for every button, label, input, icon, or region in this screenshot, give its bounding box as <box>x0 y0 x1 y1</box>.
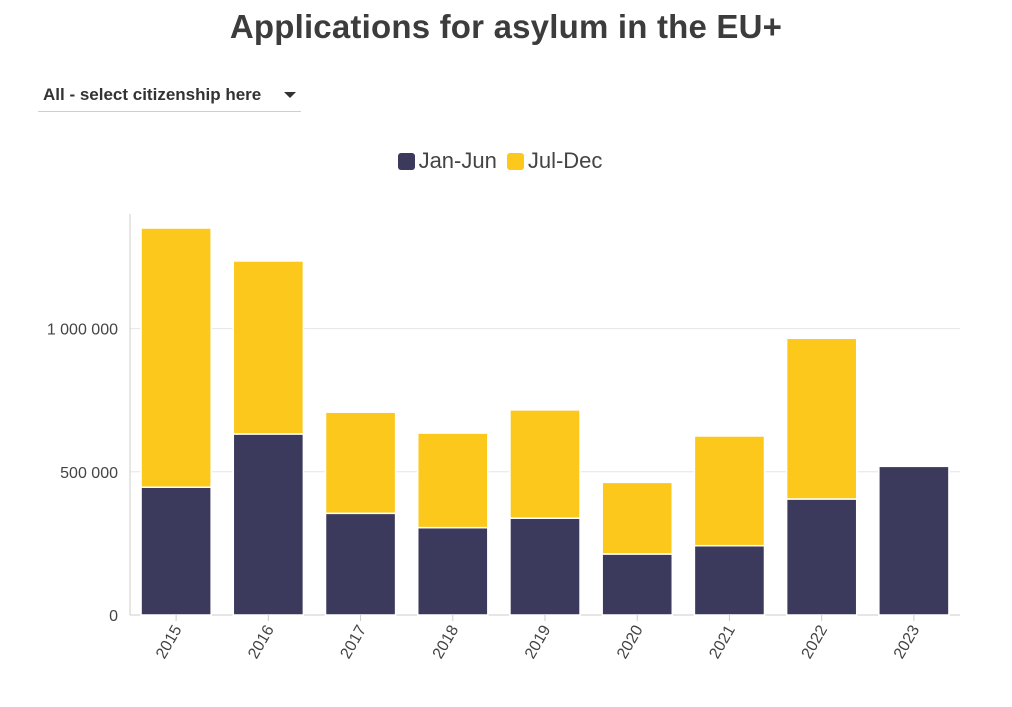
bar-jan-jun-2016[interactable] <box>232 433 305 616</box>
bar-jan-jun-2018[interactable] <box>416 526 489 616</box>
bar-jul-dec-2017[interactable] <box>324 411 397 515</box>
y-tick-label: 0 <box>109 608 118 625</box>
x-tick-label: 2016 <box>245 622 278 661</box>
bar-jul-dec-2018[interactable] <box>416 432 489 529</box>
bar-jan-jun-2023[interactable] <box>878 465 950 616</box>
bar-jul-dec-2022[interactable] <box>785 337 858 500</box>
bar-jan-jun-2017[interactable] <box>324 512 397 616</box>
chart-title: Applications for asylum in the EU+ <box>229 8 783 45</box>
legend-swatch-jan-jun <box>397 152 415 170</box>
citizenship-select-label: All - select citizenship here <box>43 85 262 104</box>
bar-jul-dec-2015[interactable] <box>140 227 212 489</box>
bar-jan-jun-2015[interactable] <box>140 486 212 616</box>
bar-jul-dec-2019[interactable] <box>509 409 581 519</box>
bar-jan-jun-2022[interactable] <box>785 498 858 616</box>
x-tick-label: 2021 <box>706 622 739 661</box>
x-tick-label: 2015 <box>153 622 186 661</box>
bar-jul-dec-2021[interactable] <box>693 435 766 547</box>
bar-jul-dec-2016[interactable] <box>232 260 305 435</box>
bar-jan-jun-2021[interactable] <box>693 544 766 616</box>
bar-jan-jun-2020[interactable] <box>601 553 674 616</box>
chevron-down-icon[interactable] <box>284 92 296 98</box>
x-tick-label: 2019 <box>522 622 555 661</box>
legend-item-jan-jun[interactable]: Jan-Jun <box>397 148 497 174</box>
legend-label-jul-dec: Jul-Dec <box>527 148 603 173</box>
x-tick-label: 2020 <box>614 622 647 661</box>
x-tick-label: 2017 <box>338 622 371 661</box>
x-tick-label: 2022 <box>799 622 832 661</box>
x-tick-label: 2023 <box>891 622 924 661</box>
legend-swatch-jul-dec <box>506 152 524 170</box>
citizenship-select[interactable]: All - select citizenship here <box>38 80 301 112</box>
y-tick-label: 500 000 <box>60 465 118 482</box>
legend-label-jan-jun: Jan-Jun <box>418 148 497 173</box>
x-tick-label: 2018 <box>430 622 463 661</box>
bar-jan-jun-2019[interactable] <box>509 517 581 616</box>
legend: Jan-Jun Jul-Dec <box>0 148 1000 174</box>
legend-item-jul-dec[interactable]: Jul-Dec <box>506 148 603 174</box>
y-tick-label: 1 000 000 <box>47 322 118 339</box>
bar-jul-dec-2020[interactable] <box>601 481 674 555</box>
